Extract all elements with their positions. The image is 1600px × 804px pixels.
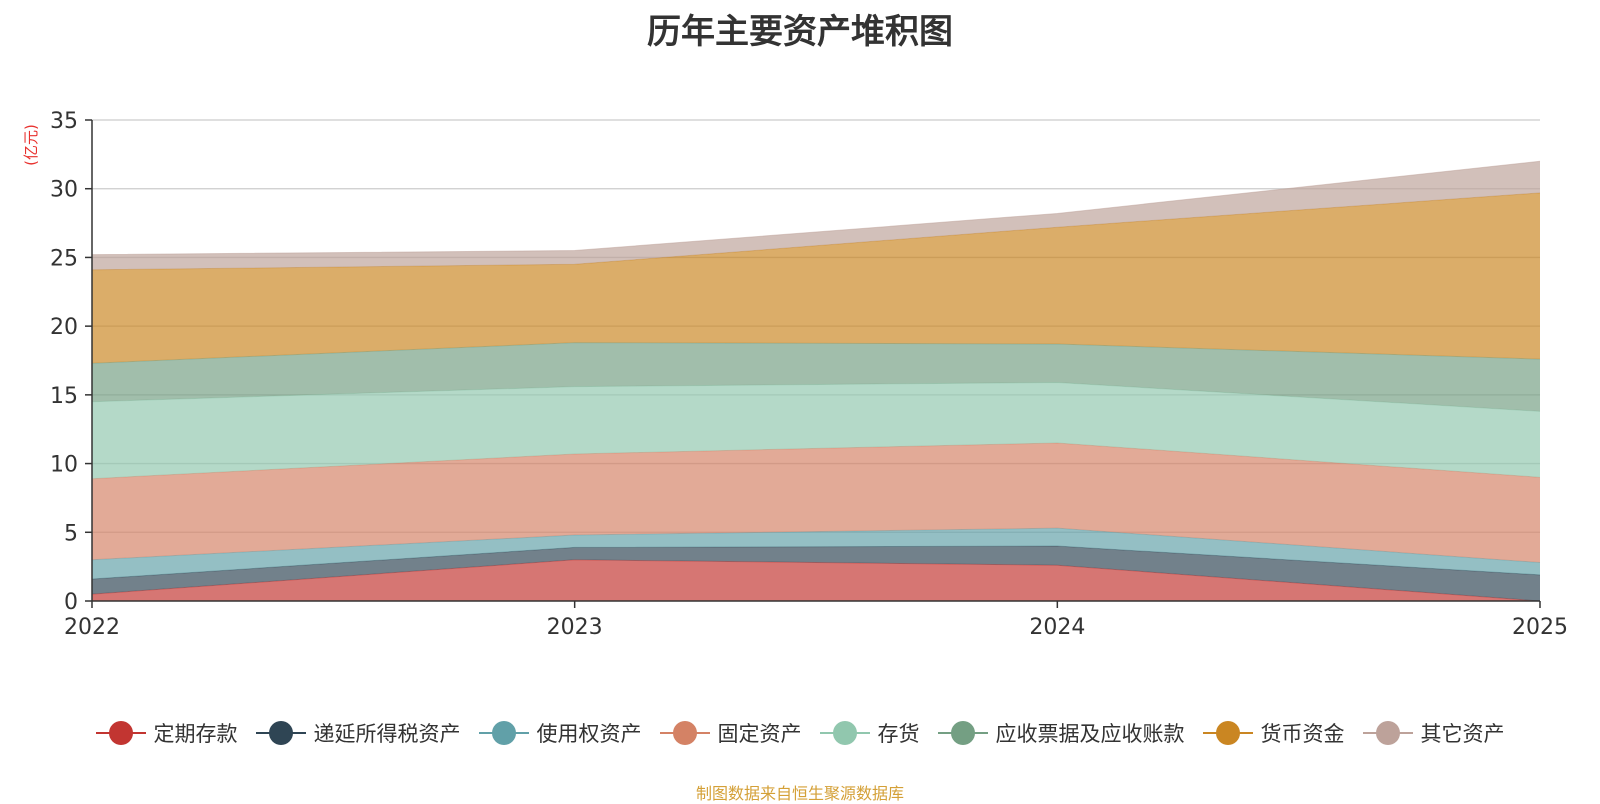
- legend: 定期存款 递延所得税资产 使用权资产 固定资产 存货 应收票据及应收账款 货币资金 其它资产: [0, 716, 1600, 750]
- x-tick-label: 2023: [547, 615, 603, 640]
- y-axis-unit-label: (亿元): [22, 124, 40, 166]
- legend-item-6[interactable]: 应收票据及应收账款: [937, 718, 1185, 748]
- area-series-3: [92, 528, 1540, 580]
- y-tick-label: 35: [50, 109, 78, 134]
- legend-item-1[interactable]: 定期存款: [95, 718, 238, 748]
- legend-label: 其它资产: [1420, 722, 1505, 746]
- area-series-2: [92, 546, 1540, 601]
- legend-marker-icon: [255, 720, 306, 746]
- y-tick-label: 0: [64, 590, 78, 615]
- legend-label: 固定资产: [717, 722, 802, 746]
- legend-item-7[interactable]: 货币资金: [1202, 718, 1345, 748]
- legend-marker-icon: [937, 720, 988, 746]
- legend-marker-icon: [819, 720, 870, 746]
- y-tick-label: 20: [50, 315, 78, 340]
- area-series-5: [92, 382, 1540, 479]
- area-series-8: [92, 161, 1540, 270]
- area-series-line-6: [91, 342, 1541, 364]
- y-tick-label: 5: [64, 521, 78, 546]
- y-tick-label: 10: [50, 453, 78, 478]
- area-series-1: [92, 559, 1540, 601]
- legend-label: 使用权资产: [536, 722, 642, 746]
- legend-item-3[interactable]: 使用权资产: [478, 718, 642, 748]
- area-series-6: [92, 342, 1540, 412]
- y-tick-label: 25: [50, 246, 78, 271]
- legend-marker-icon: [95, 720, 146, 746]
- area-series-line-8: [91, 160, 1541, 256]
- y-tick-label: 30: [50, 178, 78, 203]
- x-tick-label: 2024: [1029, 615, 1085, 640]
- legend-marker-icon: [1202, 720, 1253, 746]
- area-series: [91, 160, 1541, 602]
- area-series-line-1: [91, 559, 1541, 602]
- source-note: 制图数据来自恒生聚源数据库: [695, 784, 904, 803]
- legend-marker-icon: [1362, 720, 1413, 746]
- area-series-7: [92, 192, 1540, 364]
- y-tick-label: 15: [50, 384, 78, 409]
- legend-marker-icon: [478, 720, 529, 746]
- legend-label: 应收票据及应收账款: [995, 722, 1185, 746]
- legend-label: 存货: [877, 722, 920, 746]
- x-tick-label: 2022: [64, 615, 120, 640]
- legend-label: 货币资金: [1260, 722, 1345, 746]
- legend-label: 定期存款: [153, 722, 238, 746]
- legend-label: 递延所得税资产: [313, 722, 461, 746]
- legend-item-4[interactable]: 固定资产: [659, 718, 802, 748]
- legend-item-2[interactable]: 递延所得税资产: [255, 718, 461, 748]
- legend-item-5[interactable]: 存货: [819, 718, 920, 748]
- x-tick-label: 2025: [1512, 615, 1568, 640]
- legend-marker-icon: [659, 720, 710, 746]
- area-series-4: [92, 442, 1540, 563]
- chart-title: 历年主要资产堆积图: [647, 12, 953, 52]
- legend-item-8[interactable]: 其它资产: [1362, 718, 1505, 748]
